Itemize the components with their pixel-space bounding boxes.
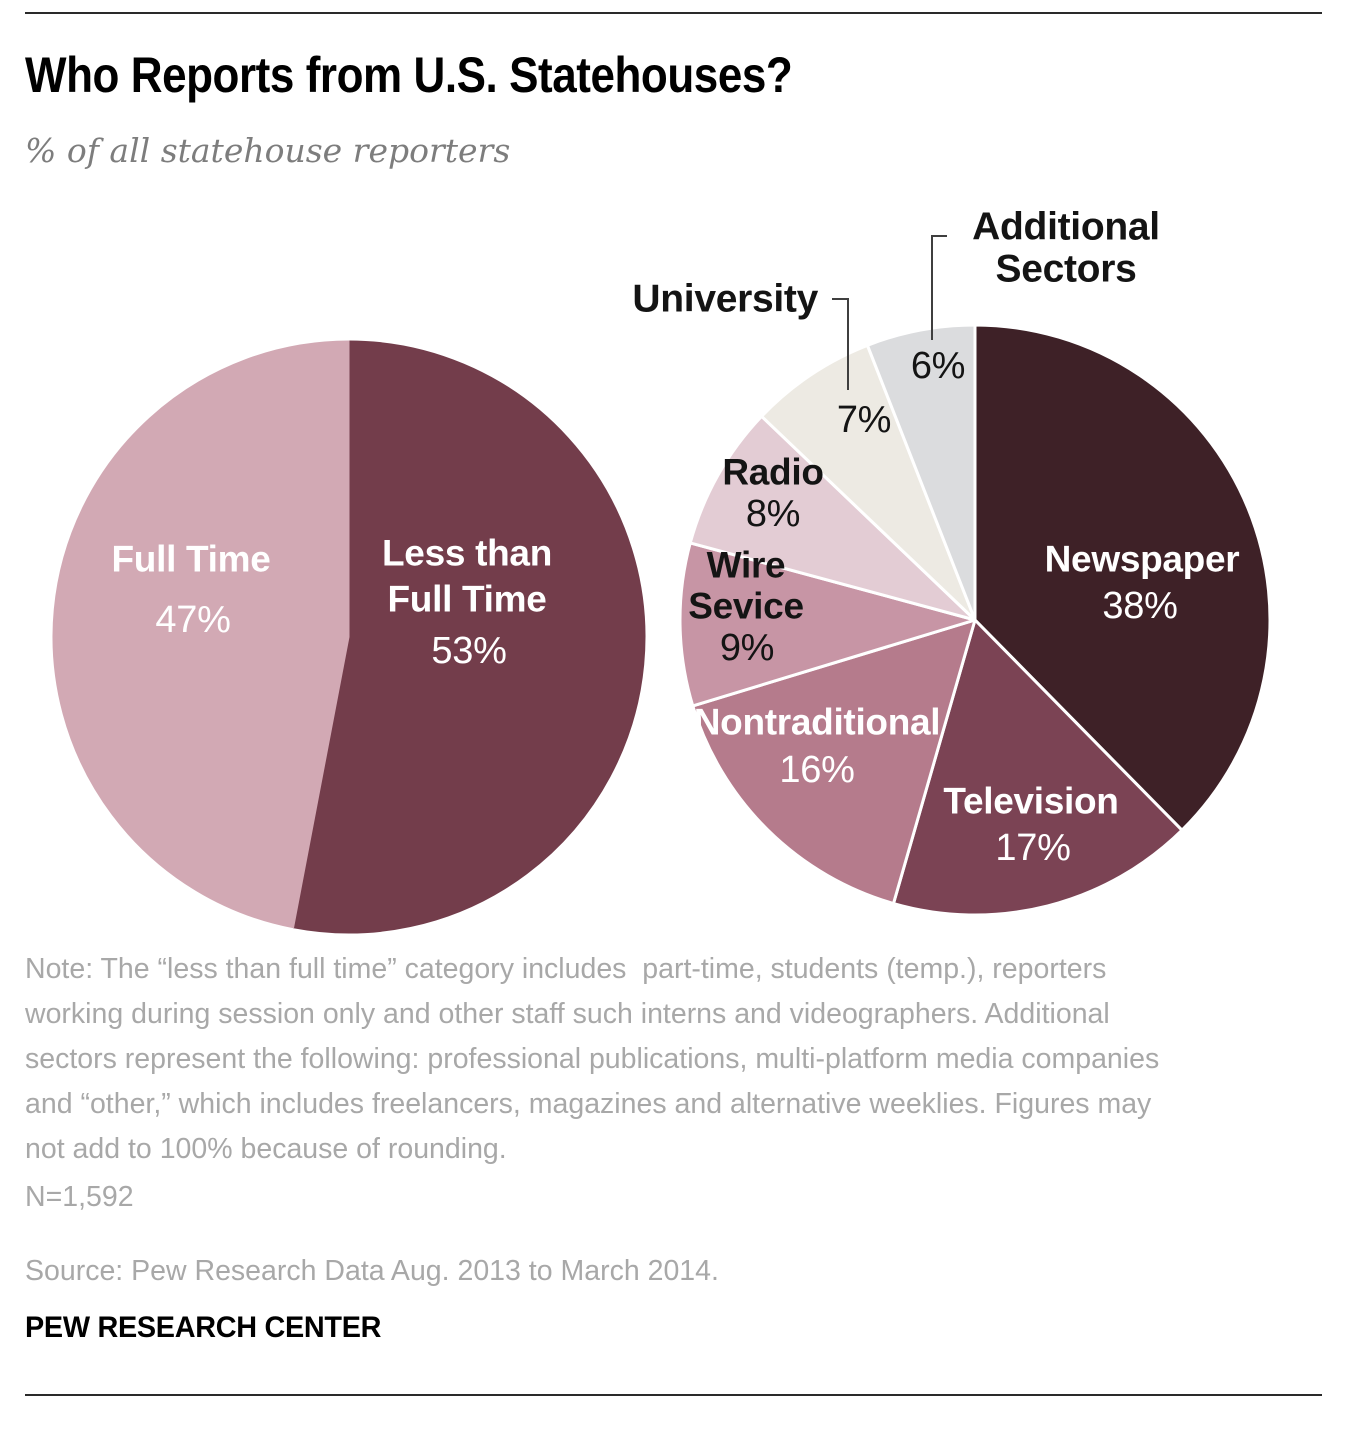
employment-status-label-less-than: Less than bbox=[382, 533, 552, 574]
sector-leader-university bbox=[832, 298, 849, 390]
sector-leader-additional-sectors bbox=[931, 235, 947, 340]
employment-status-slice-full-time bbox=[52, 340, 350, 929]
employment-status-label-full-time: Full Time bbox=[387, 579, 546, 620]
sector-label-17: 17% bbox=[995, 827, 1070, 869]
employment-status-slice-less-than-full-time bbox=[292, 340, 646, 934]
sector-label-university: University bbox=[632, 278, 818, 321]
note-line-4: and “other,” which includes freelancers,… bbox=[25, 1088, 1152, 1120]
sector-label-nontraditional: Nontraditional bbox=[694, 702, 941, 743]
sector-label-16: 16% bbox=[779, 749, 854, 791]
bottom-rule bbox=[25, 1394, 1322, 1396]
sector-label-38: 38% bbox=[1102, 585, 1177, 627]
sector-label-8: 8% bbox=[746, 493, 800, 535]
employment-status-label-full-time: Full Time bbox=[111, 539, 270, 580]
sector-slice-university bbox=[760, 343, 977, 622]
sample-size: N=1,592 bbox=[25, 1181, 134, 1213]
note-line-1: Note: The “less than full time” category… bbox=[25, 953, 1107, 985]
note-text: Note: The “less than full time” category… bbox=[25, 947, 1159, 1172]
sector-label-6: 6% bbox=[911, 345, 965, 387]
sector-label-additional: Additional bbox=[972, 206, 1160, 249]
sector-label-wire: Wire bbox=[707, 545, 786, 586]
source-text: Source: Pew Research Data Aug. 2013 to M… bbox=[25, 1255, 719, 1287]
employment-status-label-53: 53% bbox=[431, 630, 506, 672]
sector-label-radio: Radio bbox=[722, 452, 823, 493]
sector-slice-additional-sectors bbox=[865, 323, 977, 622]
brand-pew-research-center: PEW RESEARCH CENTER bbox=[25, 1311, 382, 1344]
sector-label-sevice: Sevice bbox=[688, 586, 803, 627]
top-rule bbox=[25, 12, 1322, 14]
sector-label-sectors: Sectors bbox=[996, 248, 1137, 291]
note-line-2: working during session only and other st… bbox=[25, 998, 1110, 1030]
chart-subtitle: % of all statehouse reporters bbox=[25, 131, 511, 170]
note-line-5: not add to 100% because of rounding. bbox=[25, 1133, 507, 1165]
sector-label-9: 9% bbox=[720, 627, 774, 669]
sector-label-7: 7% bbox=[837, 399, 891, 441]
sector-slice-nontraditional bbox=[691, 618, 977, 906]
sector-label-newspaper: Newspaper bbox=[1045, 539, 1240, 580]
sector-slice-radio bbox=[688, 414, 977, 622]
note-line-3: sectors represent the following: profess… bbox=[25, 1043, 1160, 1075]
sector-label-television: Television bbox=[943, 781, 1118, 822]
employment-status-label-47: 47% bbox=[155, 599, 230, 641]
sector-slice-newspaper bbox=[973, 323, 1272, 832]
sector-slice-wire-sevice bbox=[678, 541, 977, 708]
chart-title: Who Reports from U.S. Statehouses? bbox=[25, 47, 793, 103]
sector-slice-television bbox=[891, 618, 1184, 917]
